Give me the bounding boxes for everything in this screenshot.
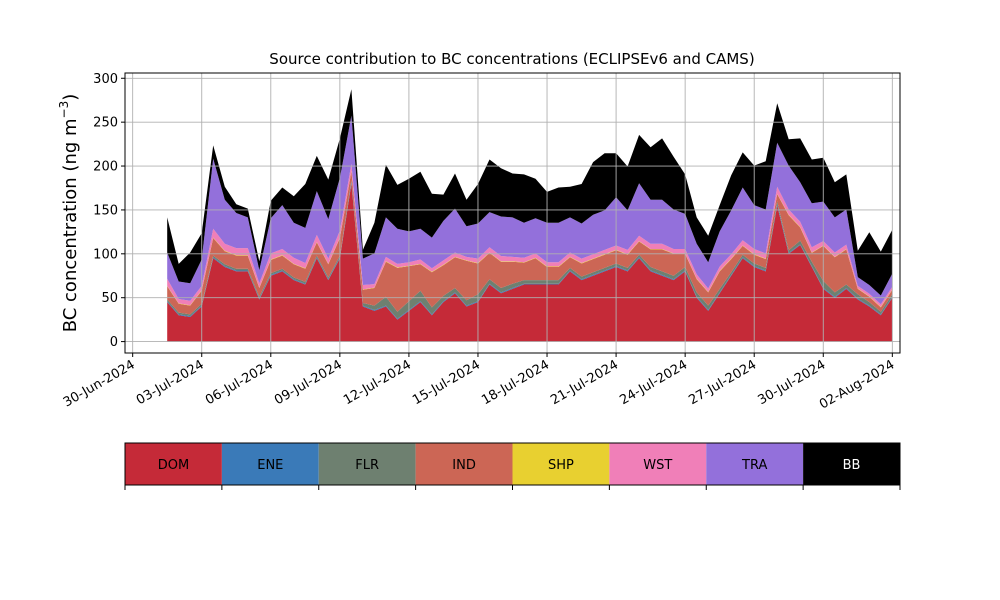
y-tick-label: 300	[93, 72, 118, 87]
legend-swatch-ene	[221, 443, 319, 485]
area-tra	[167, 115, 893, 305]
y-axis-label-main: BC concentration (ng m	[60, 118, 81, 332]
legend-swatch-ind	[415, 443, 513, 485]
legend-label: WST	[643, 458, 672, 473]
legend-label: ENE	[257, 458, 283, 473]
legend-label: FLR	[355, 458, 379, 473]
y-axis-label-close: )	[60, 94, 81, 101]
area-dom	[167, 183, 893, 342]
legend-label: DOM	[158, 458, 189, 473]
legend-swatch-flr	[318, 443, 416, 485]
y-tick-label: 50	[101, 291, 118, 306]
area-bb	[167, 89, 893, 296]
y-tick-label: 250	[93, 116, 118, 131]
y-tick-label: 200	[93, 160, 118, 175]
y-tick-label: 150	[93, 203, 118, 218]
y-axis-ticks: 0 50 100 150 200 250 300	[93, 72, 125, 350]
legend-swatch-dom	[125, 443, 222, 485]
legend-swatch-wst	[609, 443, 707, 485]
y-tick-label: 0	[110, 335, 118, 350]
y-tick-label: 100	[93, 247, 118, 262]
legend-label: IND	[452, 458, 476, 473]
plot-frame	[124, 72, 901, 354]
legend-swatch-shp	[512, 443, 610, 485]
legend-colorbar: DOM ENE FLR IND SHP WST TRA BB	[124, 442, 901, 490]
legend-label: TRA	[741, 458, 767, 473]
legend-label: SHP	[548, 458, 574, 473]
legend-swatch-tra	[706, 443, 804, 485]
legend-swatch-bb	[803, 443, 900, 485]
chart-title: Source contribution to BC concentrations…	[269, 50, 754, 68]
grid-lines	[125, 73, 900, 353]
stacked-areas	[167, 89, 893, 342]
y-axis-label-sup: −3	[57, 101, 71, 119]
legend-label: BB	[843, 458, 861, 473]
y-axis-label: BC concentration (ng m−3)	[57, 94, 81, 333]
